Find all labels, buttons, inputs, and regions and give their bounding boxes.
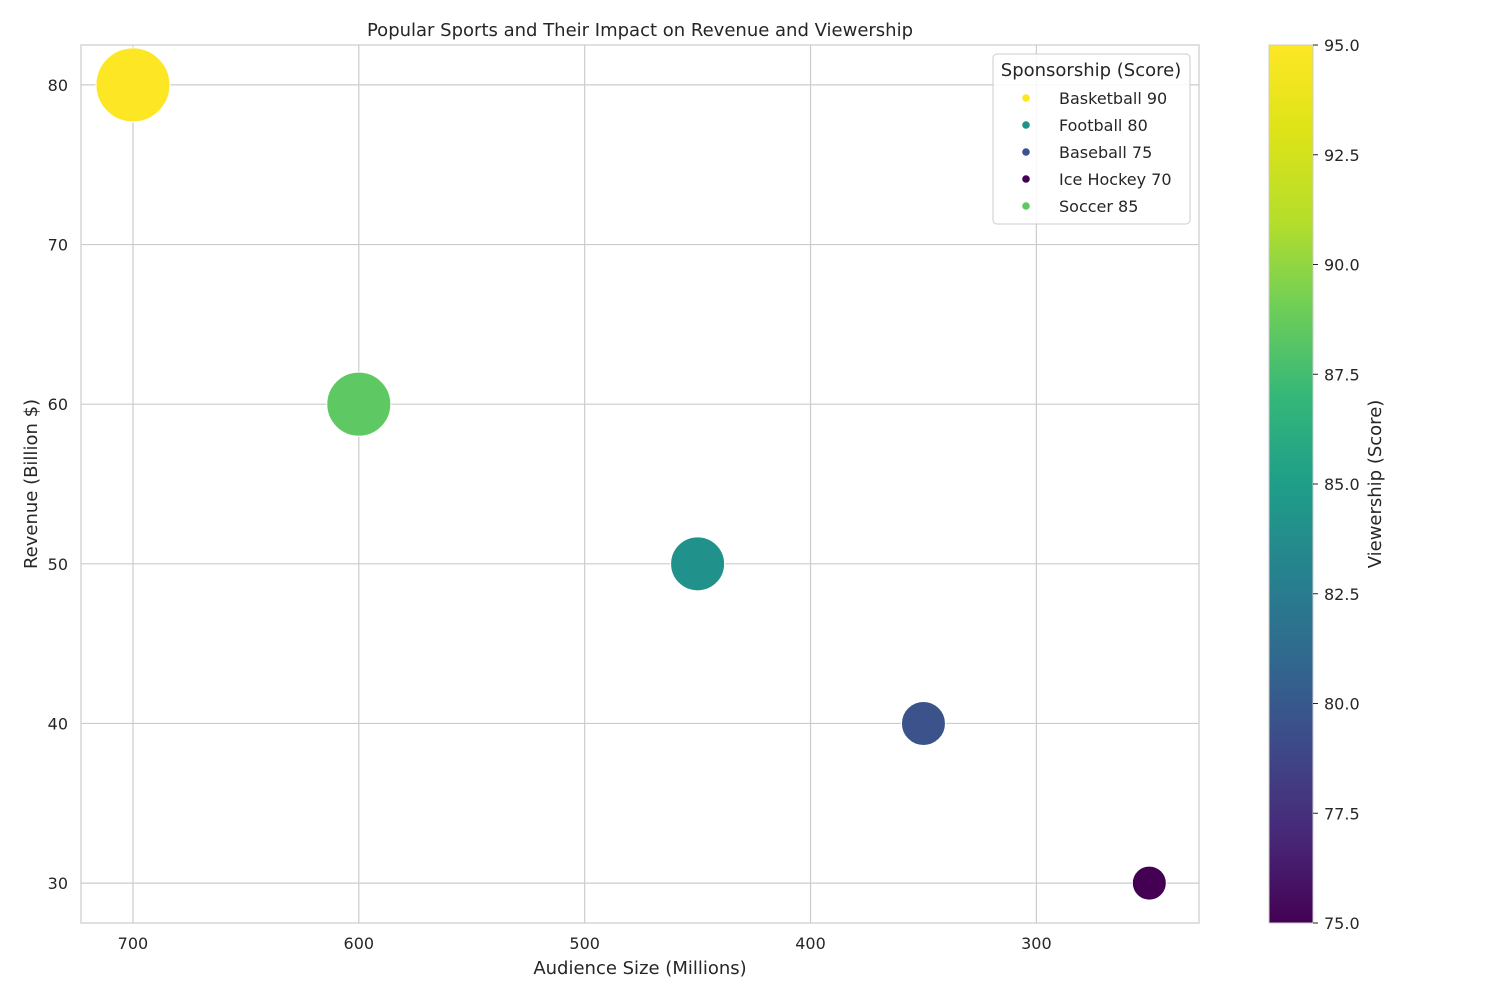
chart-title: Popular Sports and Their Impact on Reven… <box>367 20 913 41</box>
legend-entry-label: Basketball 90 <box>1059 89 1167 108</box>
legend-entry-label: Baseball 75 <box>1059 143 1152 162</box>
legend-marker <box>1022 121 1030 129</box>
colorbar-tick-label: 90.0 <box>1324 256 1360 275</box>
y-tick-label: 80 <box>48 76 68 95</box>
x-tick-label: 500 <box>569 934 600 953</box>
x-tick-label: 600 <box>344 934 375 953</box>
colorbar-tick-label: 92.5 <box>1324 146 1360 165</box>
legend-marker <box>1022 94 1030 102</box>
colorbar-tick-label: 85.0 <box>1324 475 1360 494</box>
y-tick-label: 70 <box>48 236 68 255</box>
colorbar-tick-labels: 75.0 77.5 80.0 82.5 85.0 87.5 90.0 92.5 95.0 <box>1313 36 1360 933</box>
legend-entries: Basketball 90 Football 80 Baseball 75 Ice H… <box>1022 89 1172 216</box>
legend-entry-label: Ice Hockey 70 <box>1059 170 1172 189</box>
colorbar-gradient <box>1268 44 1314 924</box>
legend-box <box>992 53 1191 225</box>
colorbar-tick-label: 87.5 <box>1324 365 1360 384</box>
y-axis-label: Revenue (Billion $) <box>21 399 42 569</box>
bubble-baseball <box>900 700 946 746</box>
x-tick-labels: 700 600 500 400 300 <box>118 934 1052 953</box>
colorbar-tick-label: 95.0 <box>1324 36 1360 55</box>
colorbar: 75.0 77.5 80.0 82.5 85.0 87.5 90.0 92.5 95.0 Vie… <box>1268 36 1386 933</box>
bubble-football <box>670 536 726 592</box>
grid <box>81 45 1199 923</box>
y-tick-label: 50 <box>48 555 68 574</box>
x-tick-label: 300 <box>1021 934 1052 953</box>
x-tick-label: 400 <box>795 934 826 953</box>
legend-marker <box>1022 148 1030 156</box>
colorbar-label: Viewership (Score) <box>1365 400 1386 569</box>
legend-entry-label: Football 80 <box>1059 116 1148 135</box>
bubble-soccer <box>326 371 392 437</box>
plot-frame <box>80 44 1200 924</box>
legend-marker <box>1022 202 1030 210</box>
colorbar-tick-label: 82.5 <box>1324 585 1360 604</box>
x-tick-label: 700 <box>118 934 149 953</box>
bubble-ice-hockey <box>1131 865 1167 901</box>
legend-title: Sponsorship (Score) <box>1001 60 1181 81</box>
data-points <box>95 47 1167 901</box>
y-tick-label: 60 <box>48 395 68 414</box>
legend-entry-label: Soccer 85 <box>1059 197 1138 216</box>
legend-marker <box>1022 175 1030 183</box>
colorbar-tick-label: 77.5 <box>1324 804 1360 823</box>
y-tick-labels: 30 40 50 60 70 80 <box>48 76 68 893</box>
bubble-basketball <box>95 47 171 123</box>
colorbar-tick-label: 80.0 <box>1324 695 1360 714</box>
y-tick-label: 40 <box>48 714 68 733</box>
y-tick-label: 30 <box>48 874 68 893</box>
legend: Sponsorship (Score) Basketball 90 Footbal… <box>992 53 1191 225</box>
colorbar-tick-label: 75.0 <box>1324 914 1360 933</box>
x-axis-label: Audience Size (Millions) <box>533 958 746 979</box>
